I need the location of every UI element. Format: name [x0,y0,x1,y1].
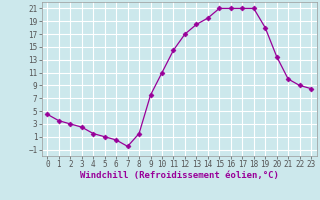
X-axis label: Windchill (Refroidissement éolien,°C): Windchill (Refroidissement éolien,°C) [80,171,279,180]
